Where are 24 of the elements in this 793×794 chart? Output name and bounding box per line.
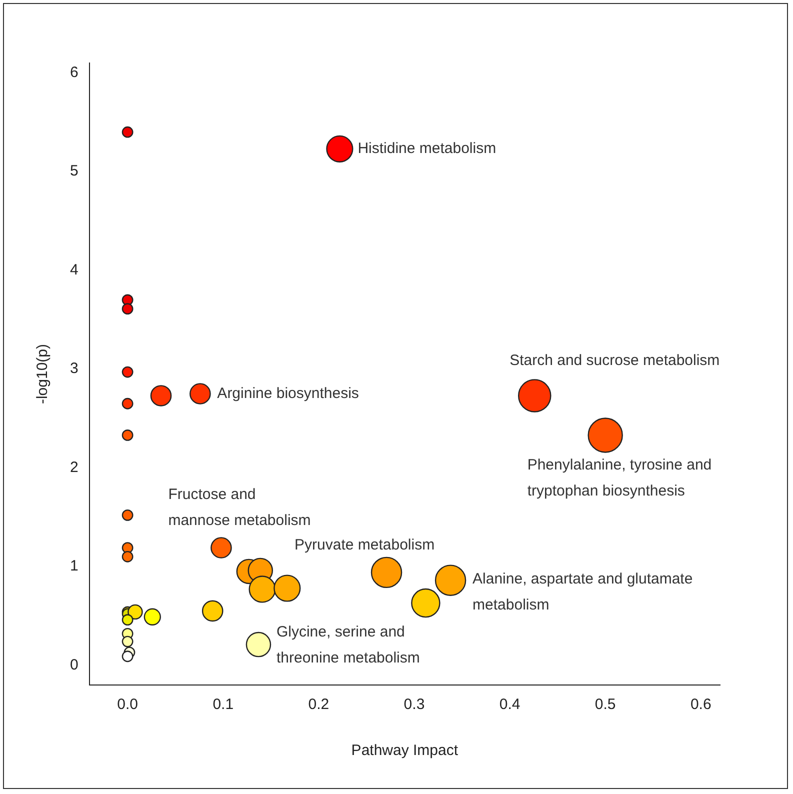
y-tick-label: 5 bbox=[70, 162, 78, 180]
y-tick-label: 6 bbox=[70, 64, 78, 82]
annotation: Fructose and mannose metabolism bbox=[168, 486, 311, 529]
x-tick-label: 0.2 bbox=[308, 696, 330, 714]
annotation: Alanine, aspartate and glutamate metabolism bbox=[472, 570, 693, 614]
x-tick-label: 0.0 bbox=[117, 696, 138, 714]
y-tick-label: 4 bbox=[70, 261, 78, 278]
annotation: Starch and sucrose metabolism bbox=[510, 352, 720, 369]
y-tick-label: 3 bbox=[70, 360, 78, 378]
y-axis-title: -log10(p) bbox=[34, 344, 52, 404]
x-tick-label: 0.1 bbox=[212, 696, 234, 714]
x-tick-label: 0.6 bbox=[690, 696, 712, 714]
x-tick-label: 0.4 bbox=[499, 696, 520, 714]
x-tick-label: 0.3 bbox=[404, 696, 425, 714]
annotation: Histidine metabolism bbox=[358, 140, 496, 158]
annotation: Pyruvate metabolism bbox=[294, 536, 435, 554]
x-axis-title: Pathway Impact bbox=[351, 742, 459, 760]
y-tick-label: 1 bbox=[70, 558, 78, 575]
annotation: Phenylalanine, tyrosine and tryptophan biosynthesis bbox=[527, 456, 712, 500]
y-tick-label: 0 bbox=[70, 656, 78, 674]
y-tick-label: 2 bbox=[70, 458, 78, 476]
x-tick-label: 0.5 bbox=[594, 696, 616, 714]
annotation: Arginine biosynthesis bbox=[217, 384, 359, 402]
annotation: Glycine, serine and threonine metabolism bbox=[276, 624, 420, 667]
